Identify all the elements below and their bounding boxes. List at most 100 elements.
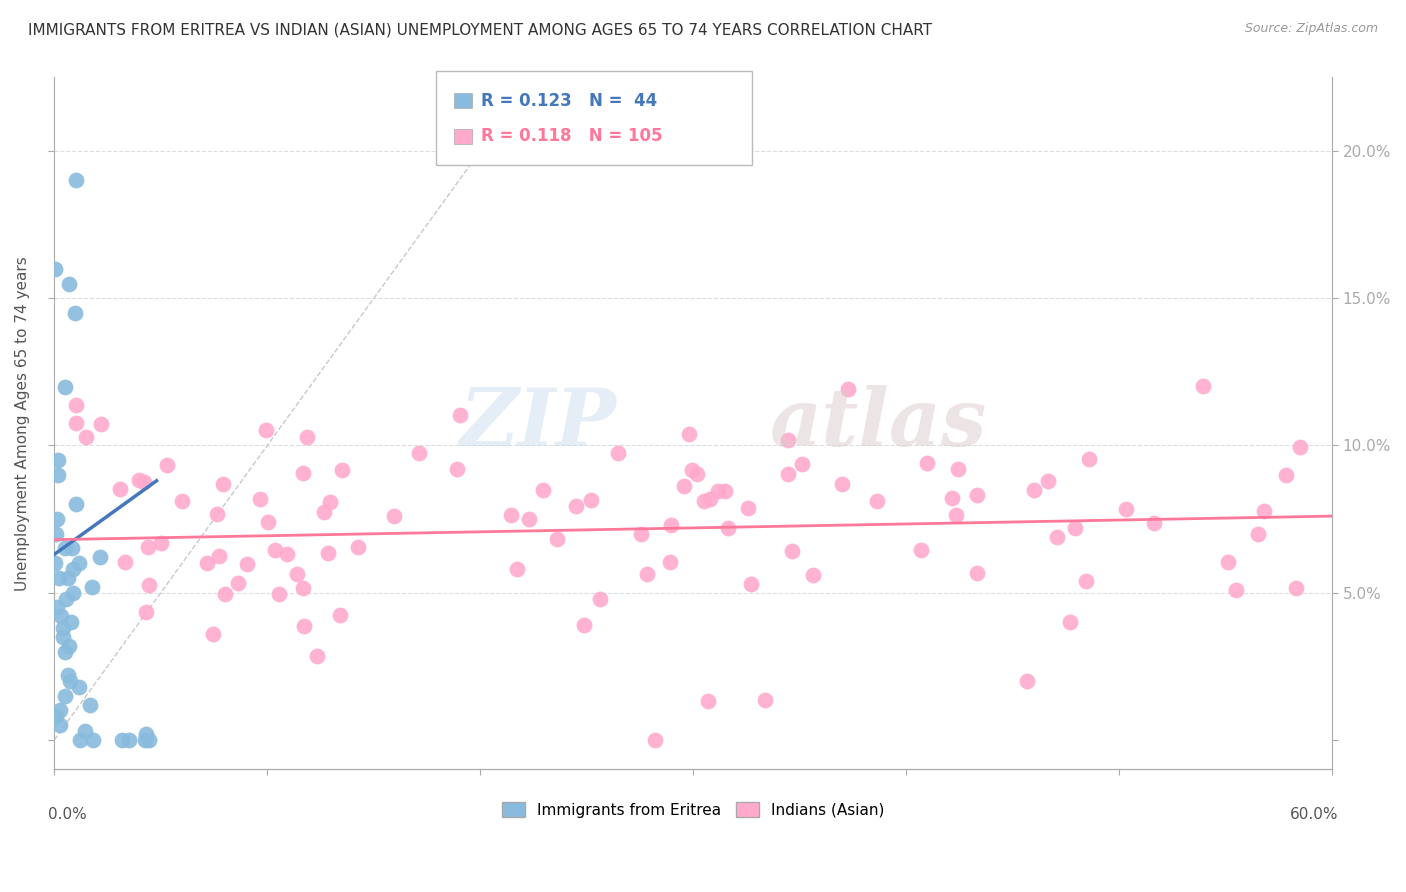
Point <box>53 541 76 556</box>
Point <box>347 540 370 554</box>
Point <box>62 585 84 599</box>
Point <box>589 592 612 607</box>
Point <box>776 467 799 482</box>
Point <box>505 562 527 576</box>
Point <box>382 508 405 523</box>
Text: ZIP: ZIP <box>460 384 617 462</box>
Point <box>330 463 353 477</box>
Point <box>803 567 825 582</box>
Point <box>866 493 889 508</box>
Point <box>214 587 236 601</box>
Point <box>1216 555 1239 569</box>
Point <box>65 398 87 412</box>
Point <box>1063 521 1085 535</box>
Point <box>65 497 87 511</box>
Point <box>202 627 225 641</box>
Point <box>257 515 280 529</box>
Point <box>58 277 80 291</box>
Point <box>1046 530 1069 544</box>
Point <box>790 457 813 471</box>
Point <box>681 463 703 477</box>
Point <box>108 483 131 497</box>
Point <box>170 494 193 508</box>
Point <box>693 494 716 508</box>
Point <box>75 724 97 739</box>
Point <box>263 543 285 558</box>
Point <box>89 550 111 565</box>
Point <box>75 430 97 444</box>
Point <box>45 526 67 541</box>
Point <box>778 433 800 447</box>
Point <box>53 689 76 703</box>
Point <box>531 483 554 498</box>
Point <box>48 571 70 585</box>
Point <box>59 673 82 688</box>
Text: Source: ZipAtlas.com: Source: ZipAtlas.com <box>1244 22 1378 36</box>
Point <box>1143 516 1166 530</box>
Point <box>707 483 730 498</box>
Point <box>228 575 250 590</box>
Text: 60.0%: 60.0% <box>1291 807 1339 822</box>
Point <box>659 556 682 570</box>
Point <box>208 549 231 563</box>
Point <box>517 511 540 525</box>
Point <box>69 732 91 747</box>
Point <box>45 709 67 723</box>
Point <box>678 427 700 442</box>
Point <box>966 488 988 502</box>
Point <box>740 576 762 591</box>
Text: R = 0.118   N = 105: R = 0.118 N = 105 <box>481 128 662 145</box>
Point <box>67 680 90 694</box>
Point <box>44 556 66 570</box>
Point <box>134 732 156 747</box>
Point <box>45 600 67 615</box>
Point <box>329 607 352 622</box>
Point <box>58 639 80 653</box>
Point <box>782 544 804 558</box>
Point <box>946 462 969 476</box>
Point <box>966 566 988 580</box>
Point <box>699 492 721 507</box>
Point <box>1115 501 1137 516</box>
Point <box>672 478 695 492</box>
Point <box>446 462 468 476</box>
Point <box>572 618 595 632</box>
Point <box>1076 574 1098 588</box>
Point <box>52 630 75 644</box>
Point <box>1191 379 1213 393</box>
Point <box>79 698 101 712</box>
Point <box>292 582 315 596</box>
Point <box>449 408 471 422</box>
Point <box>195 556 218 570</box>
Point <box>65 417 87 431</box>
Point <box>53 379 76 393</box>
Point <box>46 467 69 482</box>
Point <box>1059 615 1081 630</box>
Text: R = 0.123   N =  44: R = 0.123 N = 44 <box>481 92 657 110</box>
Point <box>714 483 737 498</box>
Point <box>111 732 134 747</box>
Point <box>915 456 938 470</box>
Point <box>276 547 298 561</box>
Point <box>46 453 69 467</box>
Point <box>114 555 136 569</box>
Point <box>686 467 709 482</box>
Point <box>138 732 160 747</box>
Point <box>305 648 328 663</box>
Point <box>1253 503 1275 517</box>
Point <box>60 541 83 556</box>
Point <box>316 546 339 560</box>
Point <box>581 492 603 507</box>
Point <box>910 543 932 558</box>
Point <box>53 644 76 658</box>
Point <box>56 668 79 682</box>
Point <box>659 518 682 533</box>
Point <box>716 521 738 535</box>
Point <box>314 505 336 519</box>
Point <box>58 571 80 585</box>
Point <box>754 693 776 707</box>
Point <box>135 605 157 619</box>
Point <box>1022 483 1045 497</box>
Point <box>128 473 150 487</box>
Point <box>1247 527 1270 541</box>
